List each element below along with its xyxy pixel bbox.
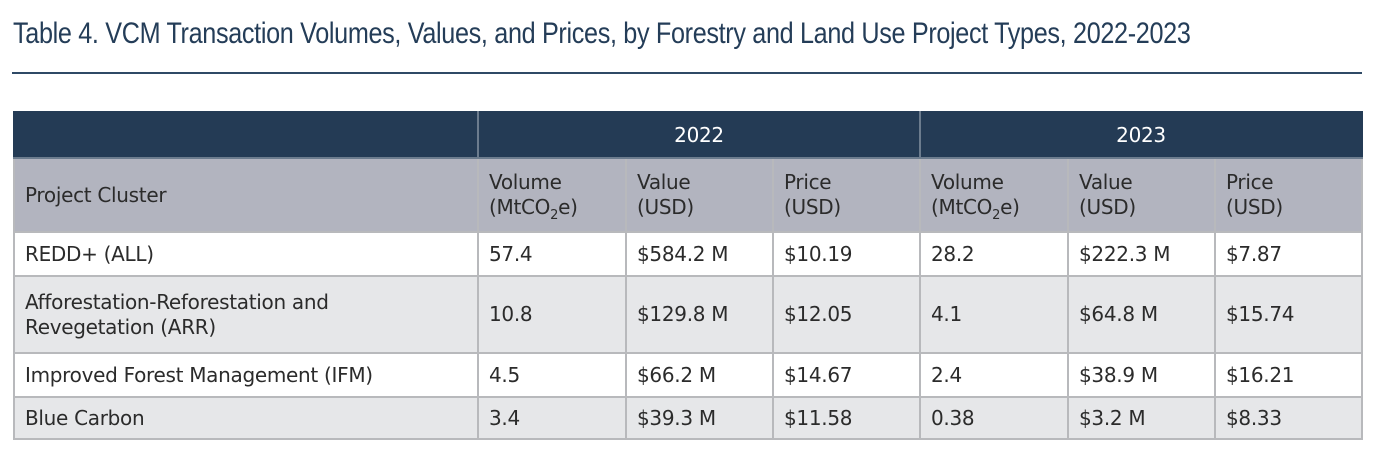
price-2023-cell: $16.21 xyxy=(1214,352,1363,398)
project-cluster-cell: Afforestation-Reforestation and Revegetat… xyxy=(13,275,479,354)
value-2023-cell: $3.2 M xyxy=(1067,396,1216,440)
value-header-unit: (USD) xyxy=(637,195,694,219)
volume-unit-prefix: (MtCO xyxy=(489,195,551,219)
volume-unit-prefix: (MtCO xyxy=(931,195,993,219)
price-2022-cell: $10.19 xyxy=(772,231,921,277)
price-header-label: Price xyxy=(784,170,832,194)
volume-2023-cell: 28.2 xyxy=(919,231,1069,277)
value-2022-cell: $66.2 M xyxy=(625,352,774,398)
year-header-2022: 2022 xyxy=(477,111,921,159)
title-divider xyxy=(12,72,1362,74)
value-2023-cell: $222.3 M xyxy=(1067,231,1216,277)
project-cluster-cell: REDD+ (ALL) xyxy=(13,231,479,277)
volume-header-label: Volume xyxy=(489,170,562,194)
volume-unit-subscript: 2 xyxy=(550,208,559,223)
table-row: Improved Forest Management (IFM) 4.5 $66… xyxy=(13,352,1363,398)
year-header-2023: 2023 xyxy=(919,111,1363,159)
table-row: Afforestation-Reforestation and Revegetat… xyxy=(13,275,1363,354)
blank-header-cell xyxy=(13,111,479,159)
price-2023-cell: $7.87 xyxy=(1214,231,1363,277)
project-cluster-line: Afforestation-Reforestation and xyxy=(25,289,329,314)
year-header-row: 2022 2023 xyxy=(13,111,1363,159)
price-2023-cell: $15.74 xyxy=(1214,275,1363,354)
price-2022-cell: $12.05 xyxy=(772,275,921,354)
volume-header-label: Volume xyxy=(931,170,1004,194)
volume-unit-suffix: e) xyxy=(1000,195,1020,219)
transactions-table: 2022 2023 Project Cluster Volume (MtCO2e)… xyxy=(13,111,1363,440)
project-cluster-cell: Improved Forest Management (IFM) xyxy=(13,352,479,398)
value-2022-cell: $129.8 M xyxy=(625,275,774,354)
value-header-unit: (USD) xyxy=(1079,195,1136,219)
price-header-label: Price xyxy=(1226,170,1274,194)
volume-2023-cell: 2.4 xyxy=(919,352,1069,398)
project-cluster-cell: Blue Carbon xyxy=(13,396,479,440)
price-header-2022: Price (USD) xyxy=(772,157,921,233)
price-2022-cell: $11.58 xyxy=(772,396,921,440)
price-2023-cell: $8.33 xyxy=(1214,396,1363,440)
price-header-2023: Price (USD) xyxy=(1214,157,1363,233)
volume-2023-cell: 0.38 xyxy=(919,396,1069,440)
volume-header-2022: Volume (MtCO2e) xyxy=(477,157,627,233)
volume-unit-subscript: 2 xyxy=(992,208,1001,223)
price-header-unit: (USD) xyxy=(784,195,841,219)
project-cluster-header: Project Cluster xyxy=(13,157,479,233)
table-row: REDD+ (ALL) 57.4 $584.2 M $10.19 28.2 $2… xyxy=(13,231,1363,277)
volume-2022-cell: 4.5 xyxy=(477,352,627,398)
volume-2022-cell: 3.4 xyxy=(477,396,627,440)
value-2023-cell: $64.8 M xyxy=(1067,275,1216,354)
table-title: Table 4. VCM Transaction Volumes, Values… xyxy=(13,17,1191,50)
value-header-label: Value xyxy=(1079,170,1133,194)
column-header-row: Project Cluster Volume (MtCO2e) Value (USD… xyxy=(13,157,1363,233)
project-cluster-line: Revegetation (ARR) xyxy=(25,314,216,339)
table-row: Blue Carbon 3.4 $39.3 M $11.58 0.38 $3.2… xyxy=(13,396,1363,440)
value-header-2022: Value (USD) xyxy=(625,157,774,233)
value-header-2023: Value (USD) xyxy=(1067,157,1216,233)
value-2022-cell: $584.2 M xyxy=(625,231,774,277)
volume-2023-cell: 4.1 xyxy=(919,275,1069,354)
value-2022-cell: $39.3 M xyxy=(625,396,774,440)
price-2022-cell: $14.67 xyxy=(772,352,921,398)
volume-unit-suffix: e) xyxy=(558,195,578,219)
value-header-label: Value xyxy=(637,170,691,194)
volume-2022-cell: 57.4 xyxy=(477,231,627,277)
volume-2022-cell: 10.8 xyxy=(477,275,627,354)
value-2023-cell: $38.9 M xyxy=(1067,352,1216,398)
price-header-unit: (USD) xyxy=(1226,195,1283,219)
volume-header-2023: Volume (MtCO2e) xyxy=(919,157,1069,233)
